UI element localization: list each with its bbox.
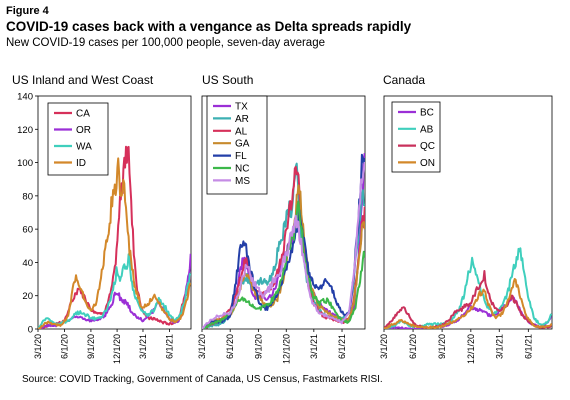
legend-box [206, 95, 268, 195]
x-tick-label: 6/1/20 [225, 334, 235, 359]
x-tick-label: 6/1/20 [408, 334, 418, 359]
legend-label-ms: MS [235, 176, 250, 187]
x-tick-label: 3/1/20 [33, 334, 43, 359]
legend-label-bc: BC [420, 108, 434, 119]
panel-title-canada: Canada [383, 73, 425, 87]
x-tick-label: 3/1/21 [494, 334, 504, 359]
x-tick-label: 3/1/20 [197, 334, 207, 359]
series-line-ms [202, 161, 365, 329]
source-note: Source: COVID Tracking, Government of Ca… [22, 374, 383, 385]
chart-panel-2: 3/1/20 6/1/20 9/1/20 12/1/20 3/1/21 6/1/21TXA… [197, 95, 366, 364]
y-tick-label: 40 [22, 258, 33, 269]
x-tick-label: 6/1/20 [59, 334, 69, 359]
plot-area-frame [37, 95, 192, 330]
legend: CA OR WA ID [47, 102, 109, 176]
figure-subtitle: New COVID-19 cases per 100,000 people, s… [6, 37, 325, 49]
y-tick-label: 140 [17, 92, 33, 103]
y-tick-label: 120 [17, 125, 33, 136]
legend-label-qc: QC [420, 141, 435, 152]
y-tick-label: 80 [22, 191, 33, 202]
legend-label-fl: FL [235, 151, 247, 162]
series-line-id [38, 157, 191, 329]
legend-label-wa: WA [76, 142, 92, 153]
figure-label: Figure 4 [6, 5, 49, 17]
legend-label-ab: AB [420, 124, 434, 135]
chart-panel-1: 0 20 40 60 80 100 120 140 3/1/20 6/1/20 9/1/20 12/1… [17, 92, 192, 364]
legend-label-ga: GA [235, 139, 250, 150]
legend-label-id: ID [76, 158, 86, 169]
legend-label-tx: TX [235, 102, 248, 113]
x-tick-label: 6/1/21 [523, 334, 533, 359]
plot-area-frame [383, 95, 553, 330]
legend-label-nc: NC [235, 164, 249, 175]
series-line-on [384, 278, 552, 329]
x-tick-label: 3/1/20 [379, 334, 389, 359]
x-tick-label: 12/1/20 [281, 334, 291, 364]
x-tick-label: 6/1/21 [337, 334, 347, 359]
legend-label-or: OR [76, 125, 91, 136]
legend-box [391, 101, 441, 173]
legend-label-ar: AR [235, 114, 249, 125]
x-tick-label: 9/1/20 [437, 334, 447, 359]
y-tick-label: 60 [22, 225, 33, 236]
x-tick-label: 9/1/20 [86, 334, 96, 359]
legend-label-ca: CA [76, 109, 90, 120]
panel-title-inland-west: US Inland and West Coast [12, 73, 154, 87]
x-tick-label: 12/1/20 [466, 334, 476, 364]
x-tick-label: 3/1/21 [309, 334, 319, 359]
legend: BC AB QC ON [391, 101, 441, 173]
x-tick-label: 12/1/20 [112, 334, 122, 364]
legend-label-al: AL [235, 126, 248, 137]
y-tick-label: 20 [22, 291, 33, 302]
legend-label-on: ON [420, 158, 435, 169]
panel-title-south: US South [202, 73, 253, 87]
chart-panel-3: 3/1/20 6/1/20 9/1/20 12/1/20 3/1/21 6/1/21 BC A… [379, 95, 553, 364]
series-line-qc [384, 270, 552, 329]
figure-title: COVID-19 cases back with a vengance as D… [6, 19, 412, 34]
x-tick-label: 9/1/20 [253, 334, 263, 359]
x-tick-label: 3/1/21 [138, 334, 148, 359]
y-tick-label: 100 [17, 158, 33, 169]
x-tick-label: 6/1/21 [164, 334, 174, 359]
y-tick-label: 0 [28, 325, 33, 336]
